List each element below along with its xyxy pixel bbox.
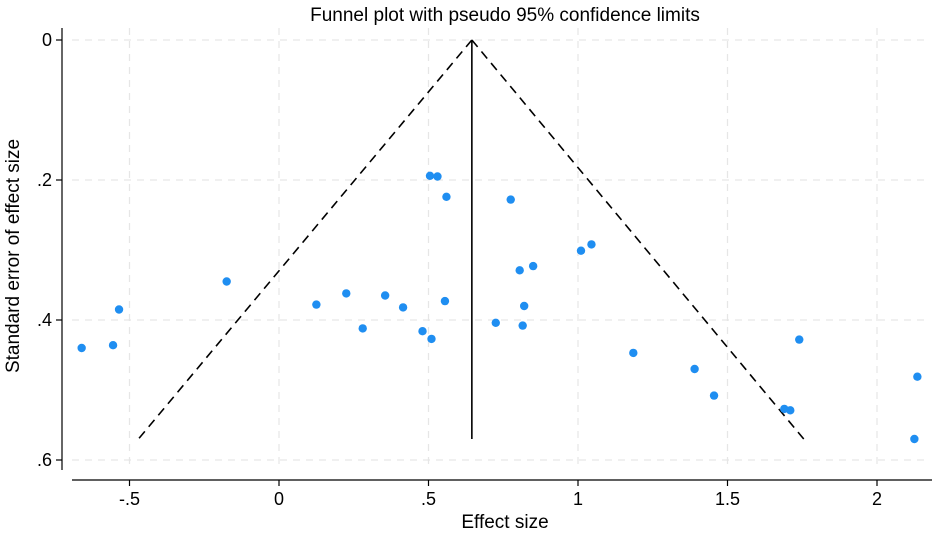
funnel-lines xyxy=(137,39,805,440)
data-point xyxy=(108,341,118,350)
data-point xyxy=(910,434,919,444)
data-point xyxy=(342,289,351,298)
x-tick-label: -.5 xyxy=(119,489,140,509)
y-tick-label: .2 xyxy=(37,170,52,190)
data-point xyxy=(312,300,321,309)
data-point xyxy=(380,291,390,300)
data-point xyxy=(629,348,638,358)
data-point xyxy=(690,364,699,374)
x-tick-label: 0 xyxy=(274,489,284,509)
x-tick-label: .5 xyxy=(421,489,436,509)
y-tick-label: .4 xyxy=(37,310,52,330)
data-points xyxy=(77,171,922,444)
data-point xyxy=(576,246,586,255)
data-point xyxy=(519,301,529,311)
data-point xyxy=(222,277,231,286)
data-point xyxy=(433,172,442,181)
data-point xyxy=(491,318,500,327)
y-axis: 0 .2 .4 .6 xyxy=(37,28,63,470)
data-point xyxy=(77,343,86,353)
upper-confidence-limit xyxy=(471,39,805,440)
x-tick-label: 2 xyxy=(872,489,882,509)
x-tick-label: 1 xyxy=(573,489,583,509)
data-point xyxy=(518,321,527,330)
x-axis-label: Effect size xyxy=(461,512,548,533)
x-axis: -.5 0 .5 1 1.5 2 xyxy=(72,479,932,509)
data-point xyxy=(114,305,124,314)
data-point xyxy=(913,372,922,381)
y-tick-label: 0 xyxy=(42,30,52,50)
gridlines xyxy=(72,28,928,470)
data-point xyxy=(709,391,719,400)
y-axis-label: Standard error of effect size xyxy=(3,139,24,373)
chart-title: Funnel plot with pseudo 95% confidence l… xyxy=(310,5,700,26)
lower-confidence-limit xyxy=(137,39,473,440)
data-point xyxy=(786,406,795,415)
data-point xyxy=(506,195,515,204)
data-point xyxy=(587,240,596,249)
data-point xyxy=(442,192,451,201)
data-point xyxy=(425,171,435,180)
data-point xyxy=(358,324,367,333)
data-point xyxy=(398,303,408,312)
data-point xyxy=(440,296,450,306)
x-tick-label: 1.5 xyxy=(715,489,740,509)
data-point xyxy=(427,334,436,344)
data-point xyxy=(515,266,524,275)
data-point xyxy=(795,335,804,344)
data-point xyxy=(528,261,538,271)
data-point xyxy=(418,327,427,336)
y-tick-label: .6 xyxy=(37,450,52,470)
